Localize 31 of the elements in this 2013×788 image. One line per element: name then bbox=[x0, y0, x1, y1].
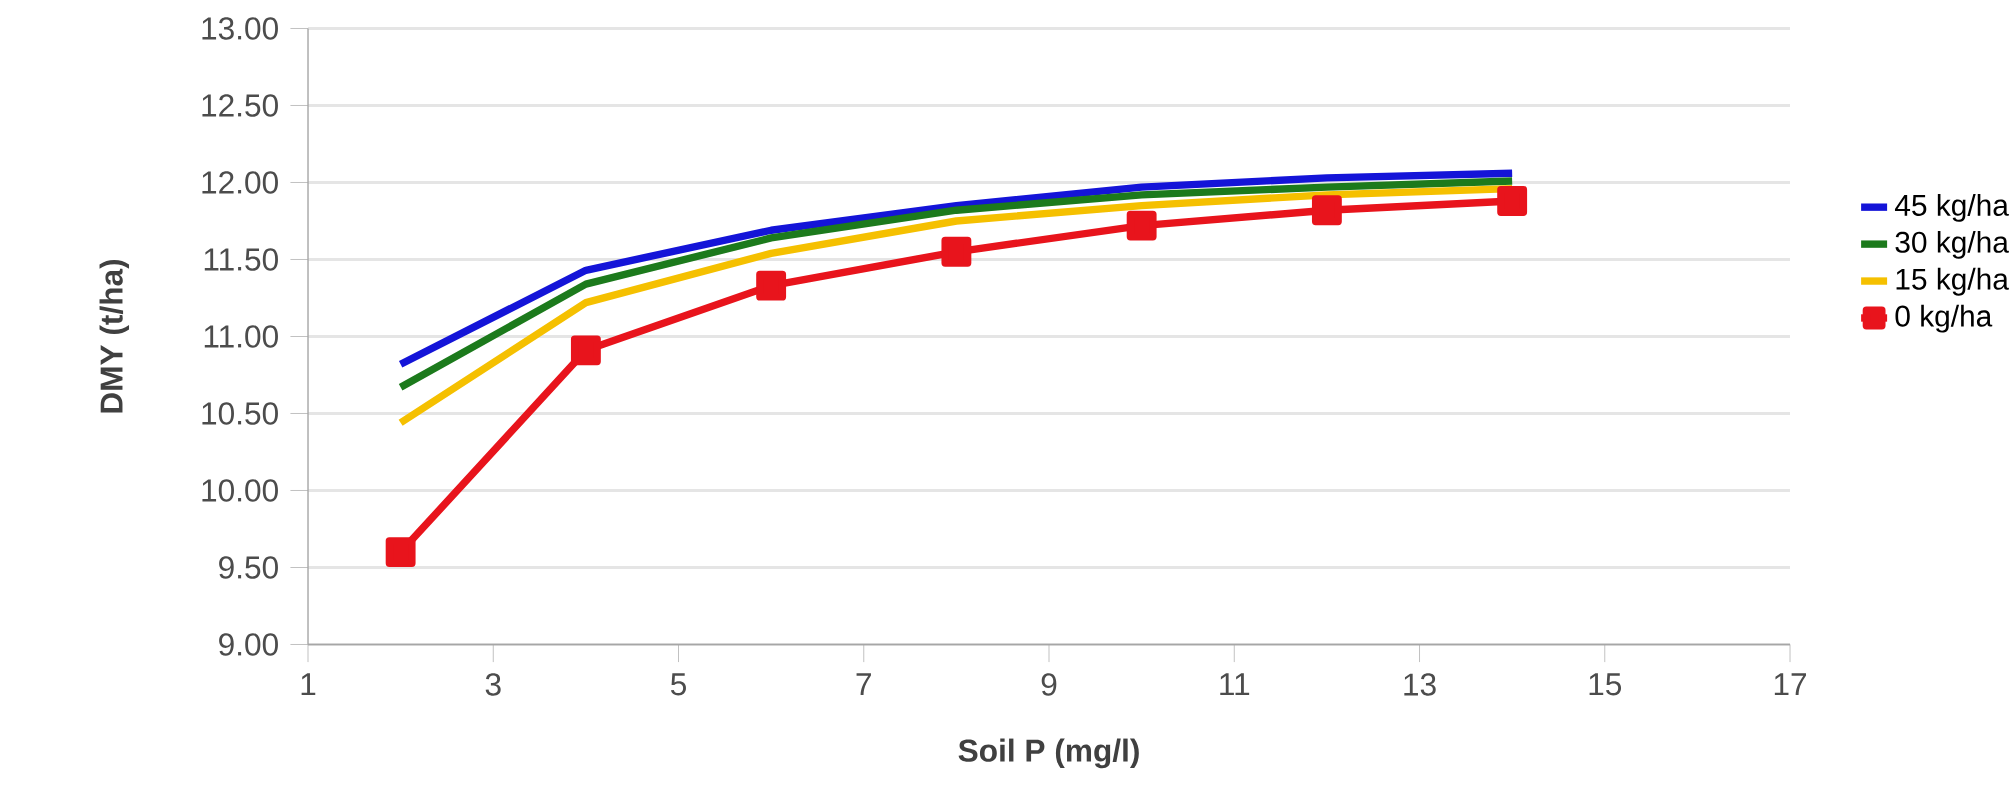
x-tick-label: 1 bbox=[301, 673, 316, 696]
x-tick-label: 11 bbox=[1220, 673, 1250, 696]
legend-label: 45 kg/ha bbox=[1894, 193, 2009, 222]
y-tick-label: 11.50 bbox=[204, 248, 278, 271]
y-tick-label: 12.50 bbox=[202, 94, 278, 117]
x-tick-label: 15 bbox=[1589, 673, 1622, 696]
x-axis-title: Soil P (mg/l) bbox=[958, 738, 1139, 769]
point bbox=[756, 270, 787, 301]
y-axis-title: DMY (t/ha) bbox=[99, 259, 130, 413]
y-tick-label: 9.50 bbox=[219, 556, 278, 579]
x-tick-label: 5 bbox=[670, 673, 686, 696]
x-tick-label: 3 bbox=[485, 673, 501, 696]
y-tick-label: 13.00 bbox=[202, 17, 278, 40]
legend-label: 30 kg/ha bbox=[1895, 230, 2009, 259]
legend-label: 0 kg/ha bbox=[1895, 304, 1993, 333]
x-tick-label: 13 bbox=[1404, 673, 1436, 696]
y-tick-label: 10.50 bbox=[202, 402, 278, 425]
x-tick-label: 17 bbox=[1774, 673, 1807, 696]
x-tick-label: 7 bbox=[856, 673, 871, 696]
point bbox=[1311, 195, 1342, 226]
y-tick-label: 9.00 bbox=[219, 633, 278, 656]
y-tick-label: 10.00 bbox=[202, 479, 278, 502]
point bbox=[1497, 186, 1528, 216]
x-tick-label: 9 bbox=[1041, 673, 1057, 696]
point bbox=[1126, 210, 1157, 241]
legend-label: 15 kg/ha bbox=[1896, 267, 2009, 296]
point bbox=[570, 335, 601, 366]
point bbox=[941, 236, 972, 267]
y-tick-label: 11.00 bbox=[204, 325, 278, 348]
point bbox=[385, 537, 416, 568]
y-tick-label: 12.00 bbox=[202, 171, 278, 194]
